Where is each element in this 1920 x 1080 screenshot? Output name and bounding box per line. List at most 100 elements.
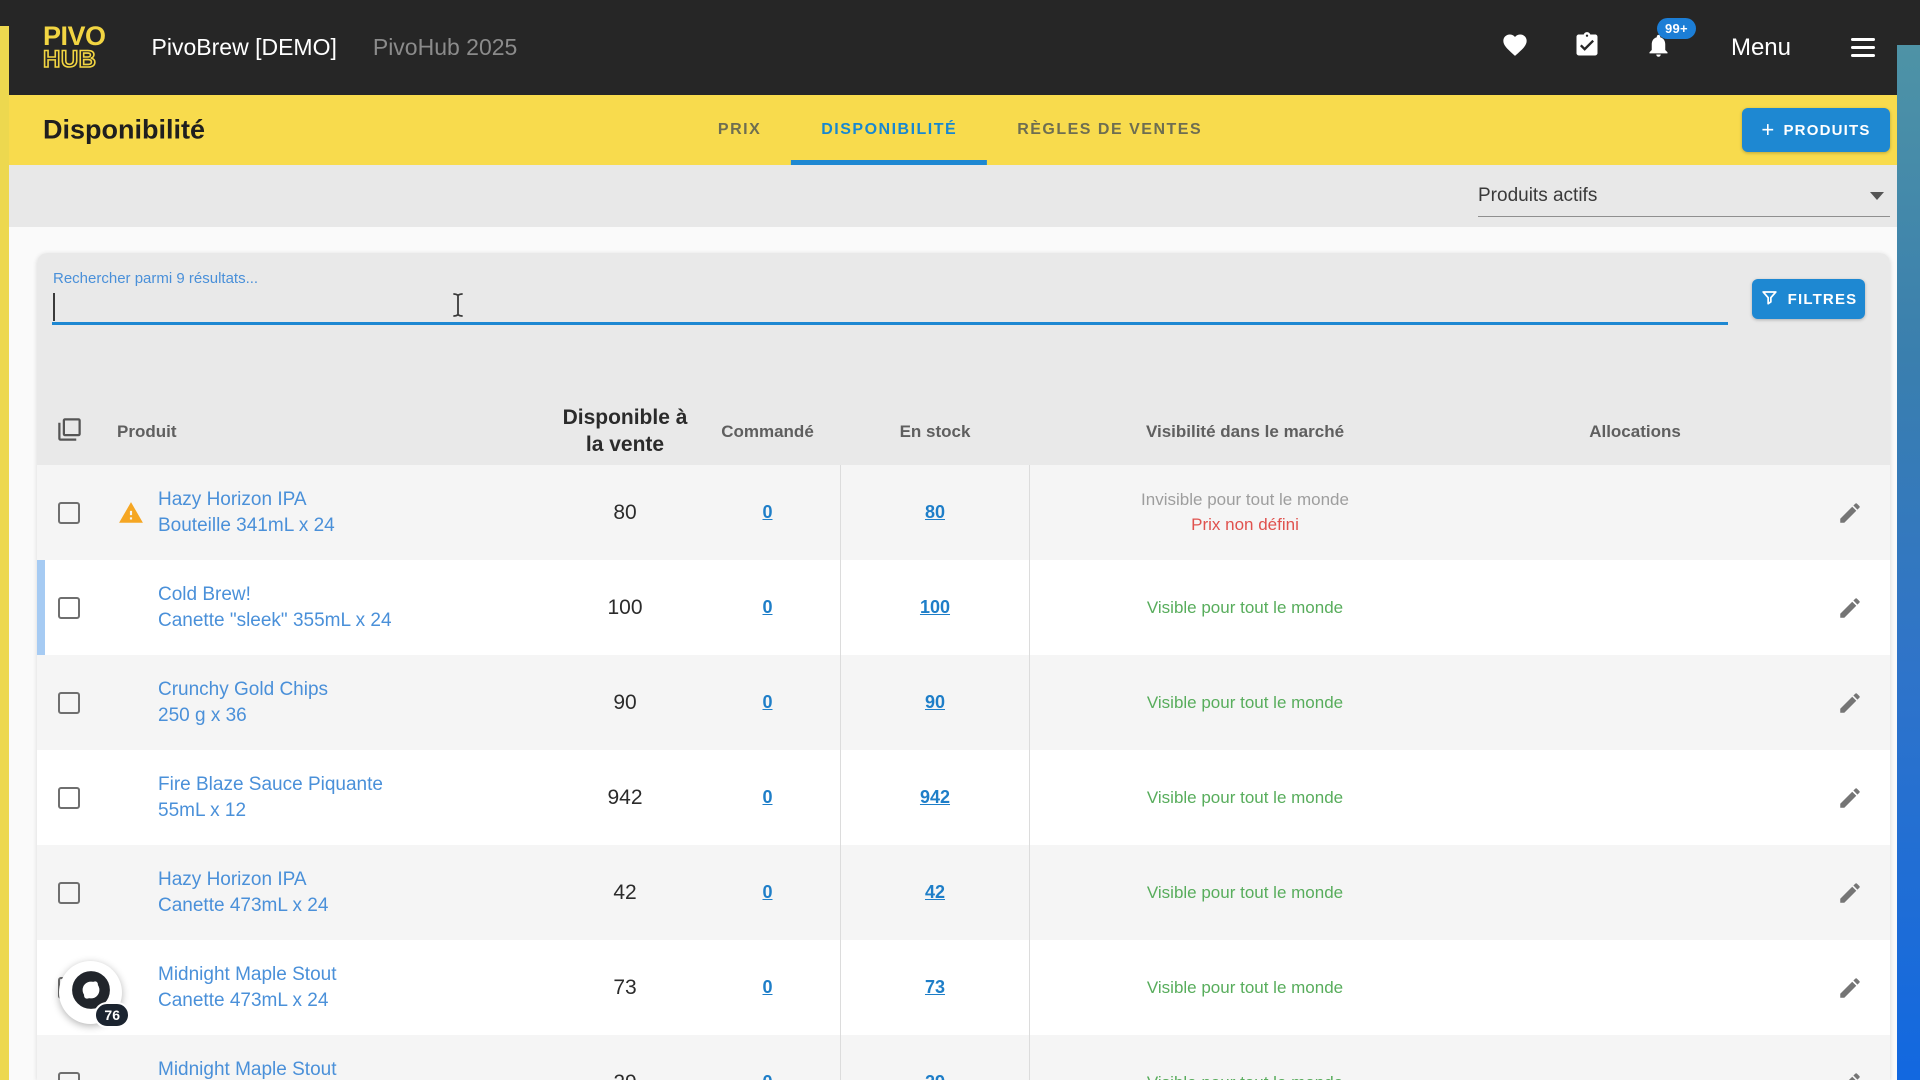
ordered-link[interactable]: 0: [762, 502, 773, 522]
ordered-link[interactable]: 0: [762, 882, 773, 902]
header-product: Produit: [117, 421, 177, 441]
notifications-badge: 99+: [1656, 17, 1696, 39]
add-products-button[interactable]: + PRODUITS: [1742, 108, 1890, 152]
visibility-cell: Invisible pour tout le monde Prix non dé…: [1030, 490, 1460, 535]
hamburger-icon[interactable]: [1851, 38, 1875, 57]
product-variant-link[interactable]: Bouteille 341mL x 24: [158, 514, 335, 536]
header-visibility: Visibilité dans le marché: [1145, 421, 1345, 441]
product-variant-link[interactable]: 55mL x 12: [158, 799, 247, 821]
table-row: Fire Blaze Sauce Piquante 55mL x 12 942 …: [37, 750, 1890, 845]
edit-icon[interactable]: [1832, 780, 1868, 816]
edit-icon[interactable]: [1832, 875, 1868, 911]
visibility-note: Prix non défini: [1191, 515, 1299, 534]
table-row: Hazy Horizon IPA Canette 473mL x 24 42 0…: [37, 845, 1890, 940]
select-all-icon[interactable]: [56, 416, 83, 448]
stock-link[interactable]: 42: [924, 882, 946, 902]
product-link[interactable]: Hazy Horizon IPA: [158, 868, 307, 890]
row-checkbox[interactable]: [58, 881, 80, 904]
visibility-status: Visible pour tout le monde: [1146, 692, 1344, 712]
available-value: 80: [613, 500, 637, 524]
available-value: 90: [613, 690, 637, 714]
available-value: 42: [613, 880, 637, 904]
product-status-value: Produits actifs: [1478, 184, 1598, 206]
chat-widget-badge: 76: [94, 1002, 130, 1028]
ibeam-cursor: [448, 291, 468, 324]
row-checkbox[interactable]: [58, 501, 80, 524]
row-checkbox[interactable]: [58, 691, 80, 714]
table-row: Crunchy Gold Chips 250 g x 36 90 0 90 Vi…: [37, 655, 1890, 750]
edit-icon[interactable]: [1832, 970, 1868, 1006]
tab-prix[interactable]: PRIX: [717, 121, 762, 138]
stock-link[interactable]: 80: [924, 502, 946, 522]
edit-icon[interactable]: [1832, 590, 1868, 626]
table-row: Midnight Maple Stout Canette 473mL x 24 …: [37, 940, 1890, 1035]
search-input[interactable]: [52, 291, 1728, 325]
stock-link[interactable]: 29: [925, 1072, 945, 1080]
favorites-button[interactable]: [1501, 34, 1529, 62]
logo-line2: HUB: [42, 45, 97, 73]
visibility-status: Visible pour tout le monde: [1147, 1073, 1343, 1080]
app-title: PivoBrew [DEMO]: [151, 34, 337, 60]
table-header: Produit Disponible à la vente Commandé E…: [37, 398, 1890, 465]
stock-link[interactable]: 100: [919, 597, 951, 617]
availability-card: Rechercher parmi 9 résultats... FILTRES …: [37, 253, 1890, 1080]
tab-regles-de-ventes[interactable]: RÈGLES DE VENTES: [1017, 121, 1203, 138]
ordered-link[interactable]: 0: [762, 787, 773, 807]
top-navigation-bar: PIVO HUB PivoBrew [DEMO] PivoHub 2025 99…: [0, 0, 1920, 95]
filter-band: Produits actifs: [0, 165, 1920, 227]
visibility-cell: Visible pour tout le monde: [1030, 598, 1460, 618]
menu-label[interactable]: Menu: [1730, 33, 1791, 61]
row-checkbox[interactable]: [58, 596, 80, 619]
stock-link[interactable]: 942: [919, 787, 951, 807]
product-variant-link[interactable]: 250 g x 36: [158, 704, 247, 726]
plus-icon: +: [1761, 117, 1776, 142]
product-link[interactable]: Cold Brew!: [158, 583, 251, 605]
page-header-ribbon: Disponibilité PRIX DISPONIBILITÉ RÈGLES …: [0, 95, 1920, 165]
workspace-title: PivoHub 2025: [372, 34, 518, 60]
filters-button[interactable]: FILTRES: [1752, 279, 1865, 319]
chat-widget-button[interactable]: 76: [59, 961, 130, 1028]
edit-icon[interactable]: [1832, 685, 1868, 721]
ordered-link[interactable]: 0: [762, 1072, 772, 1080]
visibility-status: Invisible pour tout le monde: [1141, 490, 1349, 509]
ordered-link[interactable]: 0: [762, 597, 773, 617]
filter-funnel-icon: [1760, 288, 1779, 311]
product-link[interactable]: Midnight Maple Stout: [158, 963, 337, 985]
header-allocations: Allocations: [1589, 421, 1681, 441]
tab-disponibilite[interactable]: DISPONIBILITÉ: [791, 95, 988, 165]
visibility-cell: Visible pour tout le monde: [1030, 693, 1460, 713]
available-value: 73: [613, 975, 637, 999]
edit-icon[interactable]: [1832, 495, 1868, 531]
chevron-down-icon: [1870, 191, 1884, 200]
selected-row-indicator: [37, 560, 45, 655]
visibility-cell: Visible pour tout le monde: [1030, 788, 1460, 808]
table-row: Midnight Maple Stout Fût 50L x 1 29 0 29…: [37, 1035, 1890, 1080]
visibility-status: Visible pour tout le monde: [1146, 882, 1344, 902]
bell-icon: [1645, 32, 1672, 64]
product-link[interactable]: Fire Blaze Sauce Piquante: [158, 773, 383, 795]
product-variant-link[interactable]: Canette 473mL x 24: [158, 989, 329, 1011]
notifications-button[interactable]: 99+: [1645, 17, 1696, 64]
header-stock: En stock: [899, 421, 971, 441]
warning-icon: [117, 500, 145, 526]
pivohub-logo[interactable]: PIVO HUB: [42, 23, 106, 73]
table-body: Hazy Horizon IPA Bouteille 341mL x 24 80…: [37, 465, 1890, 1080]
available-value: 29: [555, 1071, 695, 1080]
search-section: Rechercher parmi 9 résultats... FILTRES: [37, 253, 1890, 398]
chat-widget-logo-icon: [70, 969, 112, 1016]
edit-icon[interactable]: [1832, 1065, 1868, 1080]
product-status-select[interactable]: Produits actifs: [1478, 175, 1890, 217]
product-link[interactable]: Midnight Maple Stout: [158, 1058, 337, 1080]
visibility-cell: Visible pour tout le monde: [1030, 978, 1460, 998]
stock-link[interactable]: 73: [924, 977, 946, 997]
product-link[interactable]: Hazy Horizon IPA: [158, 488, 307, 510]
tasks-button[interactable]: [1573, 32, 1601, 62]
ordered-link[interactable]: 0: [762, 977, 773, 997]
product-variant-link[interactable]: Canette "sleek" 355mL x 24: [158, 609, 392, 631]
ordered-link[interactable]: 0: [762, 692, 773, 712]
row-checkbox[interactable]: [58, 786, 80, 809]
stock-link[interactable]: 90: [924, 692, 946, 712]
product-variant-link[interactable]: Canette 473mL x 24: [158, 894, 329, 916]
product-link[interactable]: Crunchy Gold Chips: [158, 678, 329, 700]
row-checkbox[interactable]: [58, 1071, 80, 1080]
